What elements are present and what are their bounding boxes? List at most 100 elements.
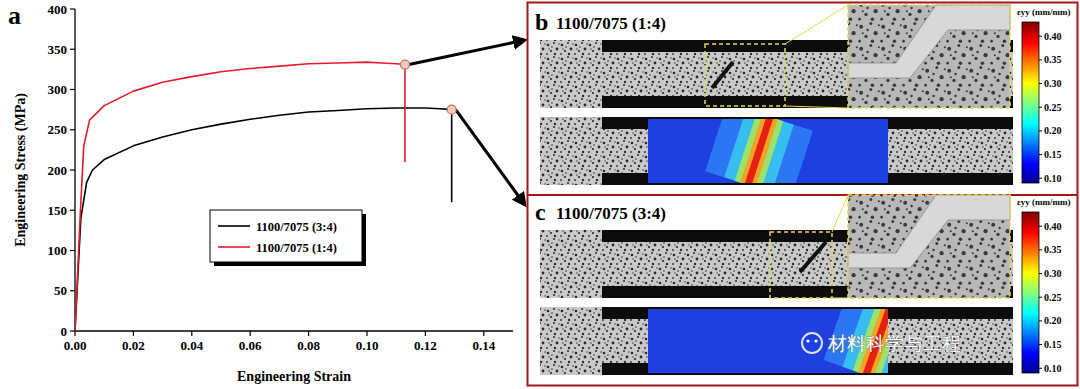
colorbar-tick bbox=[1039, 36, 1042, 37]
colorbar-tick bbox=[1039, 226, 1042, 227]
legend-label: 1100/7075 (1:4) bbox=[256, 241, 337, 255]
arrows bbox=[400, 40, 525, 205]
colorbar-tick bbox=[1039, 273, 1042, 274]
map-bg bbox=[540, 307, 1013, 375]
inset bbox=[848, 5, 1010, 108]
y-tick-label: 0 bbox=[61, 324, 68, 339]
panel-title: 1100/7075 (3:4) bbox=[556, 204, 666, 223]
crack bbox=[712, 62, 733, 88]
y-tick bbox=[70, 49, 75, 50]
colorbar-tick-label: 0.40 bbox=[1044, 221, 1062, 232]
colorbar-tick-label: 0.10 bbox=[1044, 173, 1062, 184]
map-grip bbox=[540, 117, 602, 185]
colorbar-tick bbox=[1039, 130, 1042, 131]
colorbar-tick-label: 0.30 bbox=[1044, 268, 1062, 279]
panel-border bbox=[528, 3, 1078, 386]
y-axis-label: Engineering Stress (MPa) bbox=[13, 93, 29, 247]
watermark-icon-dot bbox=[806, 339, 809, 342]
panel-title: 1100/7075 (1:4) bbox=[556, 14, 666, 33]
x-tick-label: 0.12 bbox=[414, 338, 437, 353]
watermark: 材料科学与工程 bbox=[802, 332, 961, 354]
colorbar bbox=[1022, 212, 1039, 373]
crack bbox=[800, 242, 826, 272]
strain-band bbox=[748, 119, 770, 183]
series-line bbox=[75, 62, 405, 331]
colorbar-label: εyy (mm/mm) bbox=[1017, 197, 1071, 207]
y-tick-label: 100 bbox=[48, 243, 68, 258]
legend-box bbox=[210, 210, 362, 262]
panel: b1100/7075 (1:4)εyy (mm/mm)0.400.350.300… bbox=[535, 5, 1071, 185]
y-tick bbox=[70, 290, 75, 291]
colorbar-tick-label: 0.20 bbox=[1044, 125, 1062, 136]
fracture-marker bbox=[400, 60, 409, 69]
colorbar-tick-label: 0.35 bbox=[1044, 244, 1062, 255]
x-tick-label: 0.02 bbox=[122, 338, 145, 353]
specimen-grip bbox=[540, 40, 602, 108]
x-tick bbox=[308, 331, 309, 336]
series-line bbox=[75, 108, 452, 331]
legend-label: 1100/7075 (3:4) bbox=[256, 220, 337, 234]
watermark-icon-dot bbox=[814, 339, 817, 342]
y-tick bbox=[70, 210, 75, 211]
strain-band bbox=[748, 119, 770, 183]
colorbar-tick-label: 0.25 bbox=[1044, 292, 1062, 303]
x-tick bbox=[483, 331, 484, 336]
x-tick-label: 0.14 bbox=[472, 338, 495, 353]
plot-area bbox=[75, 62, 452, 331]
zoom-line bbox=[785, 5, 848, 44]
fracture-marker bbox=[447, 105, 456, 114]
zoom-line bbox=[785, 106, 848, 108]
x-tick bbox=[74, 331, 75, 336]
colorbar bbox=[1022, 22, 1039, 183]
inset-fracture bbox=[848, 195, 1010, 268]
x-tick bbox=[366, 331, 367, 336]
y-tick bbox=[70, 8, 75, 9]
arrow bbox=[409, 40, 525, 65]
colorbar-tick bbox=[1039, 344, 1042, 345]
inset-border bbox=[848, 195, 1010, 298]
legend-swatch bbox=[218, 225, 250, 227]
y-tick bbox=[70, 250, 75, 251]
x-tick bbox=[133, 331, 134, 336]
watermark-icon bbox=[802, 333, 822, 353]
y-tick-label: 250 bbox=[48, 122, 68, 137]
y-tick-label: 350 bbox=[48, 42, 68, 57]
specimen-grip bbox=[540, 230, 602, 298]
x-tick bbox=[250, 331, 251, 336]
strain-band bbox=[748, 119, 770, 183]
inset-border bbox=[848, 5, 1010, 108]
panel-label: c bbox=[535, 199, 546, 225]
y-tick-label: 150 bbox=[48, 203, 68, 218]
panel-label: a bbox=[8, 1, 21, 30]
colorbar-tick bbox=[1039, 368, 1042, 369]
strain-map bbox=[648, 119, 888, 183]
zoom-line bbox=[832, 298, 848, 299]
inset bbox=[848, 195, 1010, 298]
y-tick bbox=[70, 169, 75, 170]
y-tick-label: 400 bbox=[48, 2, 68, 17]
colorbar-tick bbox=[1039, 83, 1042, 84]
zoom-line bbox=[832, 195, 848, 232]
inset-fracture bbox=[848, 5, 1010, 78]
panel-label: b bbox=[535, 9, 548, 35]
x-tick-label: 0.10 bbox=[356, 338, 379, 353]
y-tick-label: 200 bbox=[48, 163, 68, 178]
colorbar-tick-label: 0.10 bbox=[1044, 363, 1062, 374]
zoom-box bbox=[705, 44, 785, 106]
colorbar-tick bbox=[1039, 297, 1042, 298]
y-tick bbox=[70, 330, 75, 331]
watermark-text: 材料科学与工程 bbox=[827, 332, 961, 354]
colorbar-label: εyy (mm/mm) bbox=[1017, 7, 1071, 17]
y-tick-label: 50 bbox=[54, 283, 67, 298]
x-tick bbox=[191, 331, 192, 336]
colorbar-tick bbox=[1039, 178, 1042, 179]
colorbar-tick-label: 0.30 bbox=[1044, 78, 1062, 89]
x-tick-label: 0.06 bbox=[239, 338, 262, 353]
y-tick bbox=[70, 129, 75, 130]
x-tick-label: 0.08 bbox=[297, 338, 320, 353]
colorbar-tick bbox=[1039, 59, 1042, 60]
legend: 1100/7075 (3:4) 1100/7075 (1:4) bbox=[210, 210, 366, 266]
strain-band bbox=[748, 119, 770, 183]
figure: a0.000.020.040.060.080.100.120.140501001… bbox=[0, 0, 1080, 389]
strain-field bbox=[648, 119, 888, 183]
